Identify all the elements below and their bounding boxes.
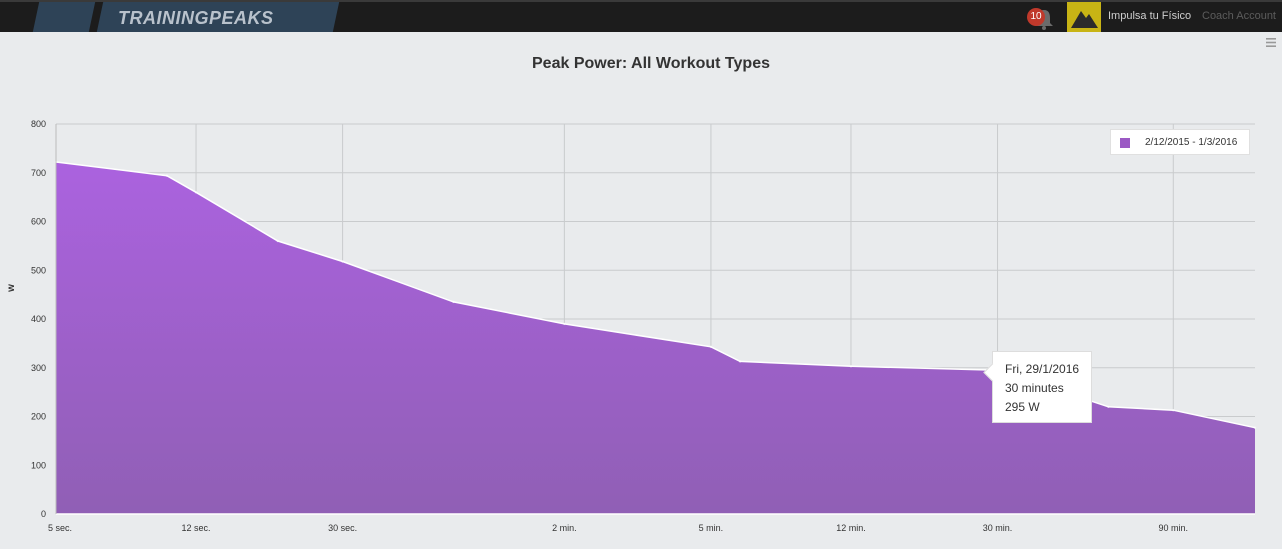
x-tick-label: 12 min. bbox=[836, 523, 866, 533]
chart-title: Peak Power: All Workout Types bbox=[532, 55, 770, 72]
x-tick-label: 5 sec. bbox=[48, 523, 72, 533]
data-point[interactable] bbox=[1107, 405, 1110, 408]
series-area[interactable] bbox=[56, 162, 1255, 514]
data-point[interactable] bbox=[194, 191, 198, 194]
data-point[interactable] bbox=[738, 360, 742, 363]
data-point[interactable] bbox=[1253, 426, 1257, 429]
legend-swatch bbox=[1120, 138, 1130, 148]
legend-series-label[interactable]: 2/12/2015 - 1/3/2016 bbox=[1145, 137, 1238, 148]
y-tick-label: 600 bbox=[31, 217, 46, 227]
y-axis-label: w bbox=[6, 284, 17, 293]
user-name-link[interactable]: Impulsa tu Físico bbox=[1108, 10, 1192, 22]
data-point[interactable] bbox=[165, 174, 169, 177]
data-point[interactable] bbox=[341, 260, 344, 263]
x-tick-label: 2 min. bbox=[552, 523, 577, 533]
y-tick-label: 0 bbox=[41, 509, 46, 519]
y-tick-label: 100 bbox=[31, 460, 46, 470]
y-tick-label: 800 bbox=[31, 119, 46, 129]
y-tick-label: 400 bbox=[31, 314, 46, 324]
x-tick-label: 30 min. bbox=[983, 523, 1013, 533]
y-tick-label: 200 bbox=[31, 412, 46, 422]
y-tick-label: 300 bbox=[31, 363, 46, 373]
tooltip-duration: 30 minutes bbox=[1005, 381, 1064, 395]
top-navigation-bar: TRAININGPEAKS 10 Impulsa tu Físico Coach… bbox=[0, 0, 1282, 32]
data-point[interactable] bbox=[452, 300, 455, 304]
user-avatar[interactable] bbox=[1067, 2, 1101, 32]
y-tick-label: 500 bbox=[31, 265, 46, 275]
data-point[interactable] bbox=[849, 365, 853, 368]
chart-menu-icon[interactable] bbox=[1266, 38, 1276, 47]
trainingpeaks-logo[interactable]: TRAININGPEAKS bbox=[118, 8, 274, 28]
notification-count-badge[interactable]: 10 bbox=[1027, 8, 1045, 26]
data-point[interactable] bbox=[1172, 409, 1175, 412]
x-tick-label: 12 sec. bbox=[182, 523, 211, 533]
data-point[interactable] bbox=[276, 239, 279, 243]
tooltip-date: Fri, 29/1/2016 bbox=[1005, 362, 1080, 376]
x-tick-label: 90 min. bbox=[1159, 523, 1189, 533]
chart-legend[interactable]: 2/12/2015 - 1/3/2016 bbox=[1110, 129, 1250, 155]
x-tick-label: 5 min. bbox=[699, 523, 724, 533]
x-tick-label: 30 sec. bbox=[328, 523, 357, 533]
y-tick-label: 700 bbox=[31, 168, 46, 178]
coach-account-link[interactable]: Coach Account bbox=[1202, 10, 1276, 22]
tooltip-value: 295 W bbox=[1005, 400, 1040, 414]
data-point-tooltip: Fri, 29/1/2016 30 minutes 295 W bbox=[983, 351, 1092, 423]
data-point[interactable] bbox=[709, 345, 713, 348]
data-point[interactable] bbox=[563, 322, 566, 326]
mountain-icon bbox=[1071, 11, 1098, 28]
